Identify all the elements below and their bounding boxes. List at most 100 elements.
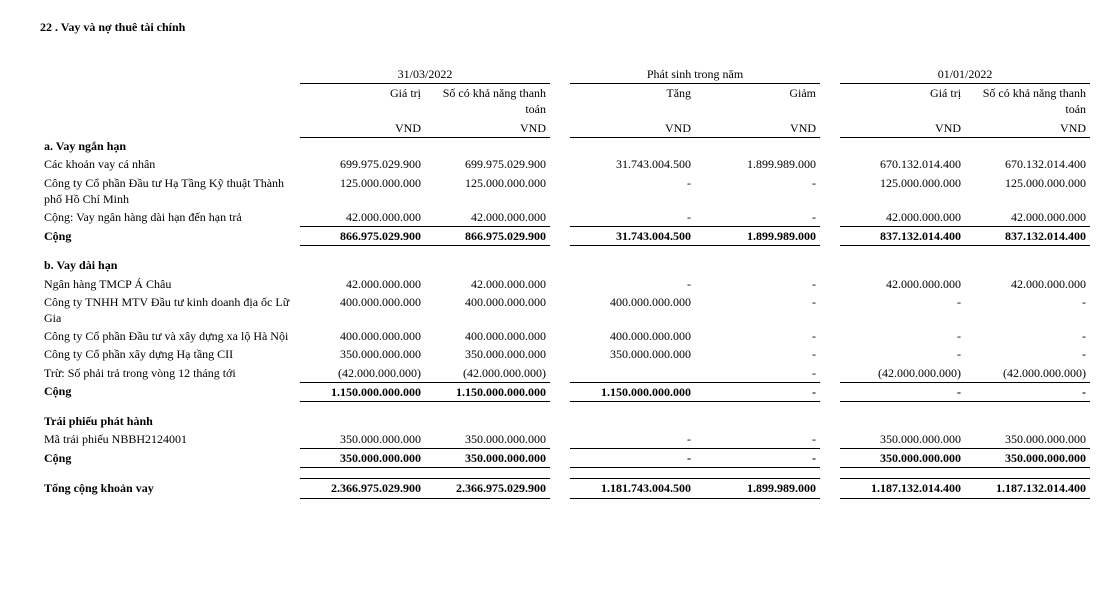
cell: 1.899.989.000 xyxy=(695,479,820,498)
cell: - xyxy=(965,293,1090,327)
table-row: Công ty Cổ phần Đầu tư và xây dựng xa lộ… xyxy=(40,327,1090,345)
unit-3: VND xyxy=(570,119,695,138)
cell: 350.000.000.000 xyxy=(965,449,1090,468)
cell: 42.000.000.000 xyxy=(965,275,1090,293)
unit-5: VND xyxy=(840,119,965,138)
cell: - xyxy=(695,327,820,345)
cell: - xyxy=(570,430,695,449)
cell: 400.000.000.000 xyxy=(425,293,550,327)
cell: 1.899.989.000 xyxy=(695,227,820,246)
cell: - xyxy=(965,327,1090,345)
cell: 31.743.004.500 xyxy=(570,227,695,246)
cell: 699.975.029.900 xyxy=(425,155,550,173)
section-c-title-row: Trái phiếu phát hành xyxy=(40,412,1090,430)
header-row-units: VND VND VND VND VND VND xyxy=(40,119,1090,138)
cell: 866.975.029.900 xyxy=(425,227,550,246)
section-a-title: a. Vay ngắn hạn xyxy=(40,137,300,155)
cell: (42.000.000.000) xyxy=(425,364,550,383)
table-row: Công ty Cổ phần Đầu tư Hạ Tầng Kỹ thuật … xyxy=(40,174,1090,208)
table-row: Trừ: Số phải trả trong vòng 12 tháng tới… xyxy=(40,364,1090,383)
unit-4: VND xyxy=(695,119,820,138)
row-label: Trừ: Số phải trả trong vòng 12 tháng tới xyxy=(40,364,300,383)
row-label: Cộng: Vay ngân hàng dài hạn đến hạn trả xyxy=(40,208,300,227)
cell: 350.000.000.000 xyxy=(840,449,965,468)
cell xyxy=(570,364,695,383)
cell: 400.000.000.000 xyxy=(570,327,695,345)
cell: 837.132.014.400 xyxy=(840,227,965,246)
cell: 699.975.029.900 xyxy=(300,155,425,173)
cell: 400.000.000.000 xyxy=(300,293,425,327)
cell: - xyxy=(570,275,695,293)
cell: 670.132.014.400 xyxy=(965,155,1090,173)
cell: - xyxy=(695,430,820,449)
hdr-value-2: Giá trị xyxy=(840,84,965,119)
cell: 1.181.743.004.500 xyxy=(570,479,695,498)
cell: - xyxy=(695,449,820,468)
grand-label: Tổng cộng khoản vay xyxy=(40,479,300,498)
cell: 350.000.000.000 xyxy=(300,345,425,363)
hdr-period1: 31/03/2022 xyxy=(300,65,550,84)
table-row: Mã trái phiếu NBBH2124001 350.000.000.00… xyxy=(40,430,1090,449)
row-label: Công ty TNHH MTV Đầu tư kinh doanh địa ố… xyxy=(40,293,300,327)
cell: 350.000.000.000 xyxy=(300,430,425,449)
table-row: Công ty TNHH MTV Đầu tư kinh doanh địa ố… xyxy=(40,293,1090,327)
hdr-payable-1: Số có khả năng thanh toán xyxy=(425,84,550,119)
row-label: Công ty Cổ phần Đầu tư Hạ Tầng Kỹ thuật … xyxy=(40,174,300,208)
sum-label: Cộng xyxy=(40,449,300,468)
cell: - xyxy=(695,208,820,227)
cell: - xyxy=(840,293,965,327)
table-row: Các khoản vay cá nhân 699.975.029.900 69… xyxy=(40,155,1090,173)
cell: 1.150.000.000.000 xyxy=(425,382,550,401)
cell: 350.000.000.000 xyxy=(425,345,550,363)
table-row: Cộng: Vay ngân hàng dài hạn đến hạn trả … xyxy=(40,208,1090,227)
cell: 42.000.000.000 xyxy=(840,275,965,293)
cell: - xyxy=(570,208,695,227)
hdr-decrease: Giảm xyxy=(695,84,820,119)
hdr-period3: 01/01/2022 xyxy=(840,65,1090,84)
cell: 42.000.000.000 xyxy=(300,208,425,227)
section-a-sum-row: Cộng 866.975.029.900 866.975.029.900 31.… xyxy=(40,227,1090,246)
cell: - xyxy=(695,382,820,401)
sum-label: Cộng xyxy=(40,227,300,246)
cell: - xyxy=(695,293,820,327)
row-label: Công ty Cổ phần xây dựng Hạ tầng CII xyxy=(40,345,300,363)
cell: 350.000.000.000 xyxy=(425,449,550,468)
header-row-periods: 31/03/2022 Phát sinh trong năm 01/01/202… xyxy=(40,65,1090,84)
cell: 350.000.000.000 xyxy=(840,430,965,449)
cell: - xyxy=(840,382,965,401)
section-b-title: b. Vay dài hạn xyxy=(40,256,300,274)
hdr-payable-2: Số có khả năng thanh toán xyxy=(965,84,1090,119)
cell: 400.000.000.000 xyxy=(570,293,695,327)
cell: 1.187.132.014.400 xyxy=(965,479,1090,498)
cell: (42.000.000.000) xyxy=(840,364,965,383)
cell: 125.000.000.000 xyxy=(840,174,965,208)
section-a-title-row: a. Vay ngắn hạn xyxy=(40,137,1090,155)
cell: 837.132.014.400 xyxy=(965,227,1090,246)
row-label: Các khoản vay cá nhân xyxy=(40,155,300,173)
cell: 125.000.000.000 xyxy=(965,174,1090,208)
cell: (42.000.000.000) xyxy=(965,364,1090,383)
cell: 2.366.975.029.900 xyxy=(425,479,550,498)
cell: 350.000.000.000 xyxy=(570,345,695,363)
cell: - xyxy=(840,327,965,345)
section-b-title-row: b. Vay dài hạn xyxy=(40,256,1090,274)
cell: - xyxy=(570,174,695,208)
note-title: 22 . Vay và nợ thuê tài chính xyxy=(40,20,1076,35)
cell: - xyxy=(570,449,695,468)
cell: 350.000.000.000 xyxy=(425,430,550,449)
cell: 42.000.000.000 xyxy=(425,208,550,227)
cell: - xyxy=(840,345,965,363)
cell: - xyxy=(695,364,820,383)
cell: 1.150.000.000.000 xyxy=(300,382,425,401)
cell: 1.150.000.000.000 xyxy=(570,382,695,401)
header-row-labels: Giá trị Số có khả năng thanh toán Tăng G… xyxy=(40,84,1090,119)
cell: 400.000.000.000 xyxy=(425,327,550,345)
cell: - xyxy=(695,345,820,363)
hdr-period2: Phát sinh trong năm xyxy=(570,65,820,84)
section-c-title: Trái phiếu phát hành xyxy=(40,412,300,430)
cell: 2.366.975.029.900 xyxy=(300,479,425,498)
grand-total-row: Tổng cộng khoản vay 2.366.975.029.900 2.… xyxy=(40,479,1090,498)
unit-6: VND xyxy=(965,119,1090,138)
cell: 1.187.132.014.400 xyxy=(840,479,965,498)
table-row: Công ty Cổ phần xây dựng Hạ tầng CII 350… xyxy=(40,345,1090,363)
